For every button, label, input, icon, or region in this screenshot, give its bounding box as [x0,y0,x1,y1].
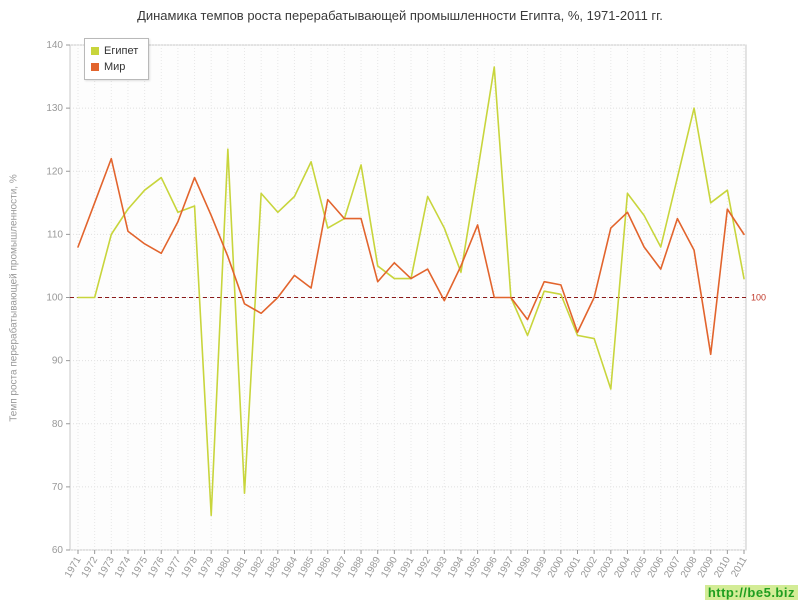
legend: Египет Мир [84,38,150,80]
y-tick-label: 70 [52,482,64,493]
x-tick-label: 2011 [729,555,749,580]
y-axis-label: Темп роста перерабатывающей промышленнос… [8,174,20,422]
legend-label-world: Мир [104,61,126,73]
watermark-link[interactable]: http://be5.biz [704,585,798,600]
reference-line-label: 100 [751,293,766,303]
y-tick-label: 110 [47,229,63,240]
world-series-swatch [91,63,99,71]
y-tick-label: 140 [46,40,63,51]
y-tick-label: 130 [46,103,63,114]
legend-label-egypt: Египет [104,45,139,57]
legend-item-egypt: Египет [91,43,138,59]
x-tick-label: 2010 [712,555,733,580]
y-tick-label: 120 [46,166,63,177]
chart-title: Динамика темпов роста перерабатывающей п… [137,8,663,23]
series-world-line [77,157,745,356]
y-tick-label: 90 [52,356,64,367]
y-tick-label: 100 [46,293,63,304]
y-tick-label: 80 [52,419,64,430]
legend-item-world: Мир [91,59,138,75]
egypt-series-swatch [91,47,99,55]
y-tick-label: 60 [52,545,64,556]
